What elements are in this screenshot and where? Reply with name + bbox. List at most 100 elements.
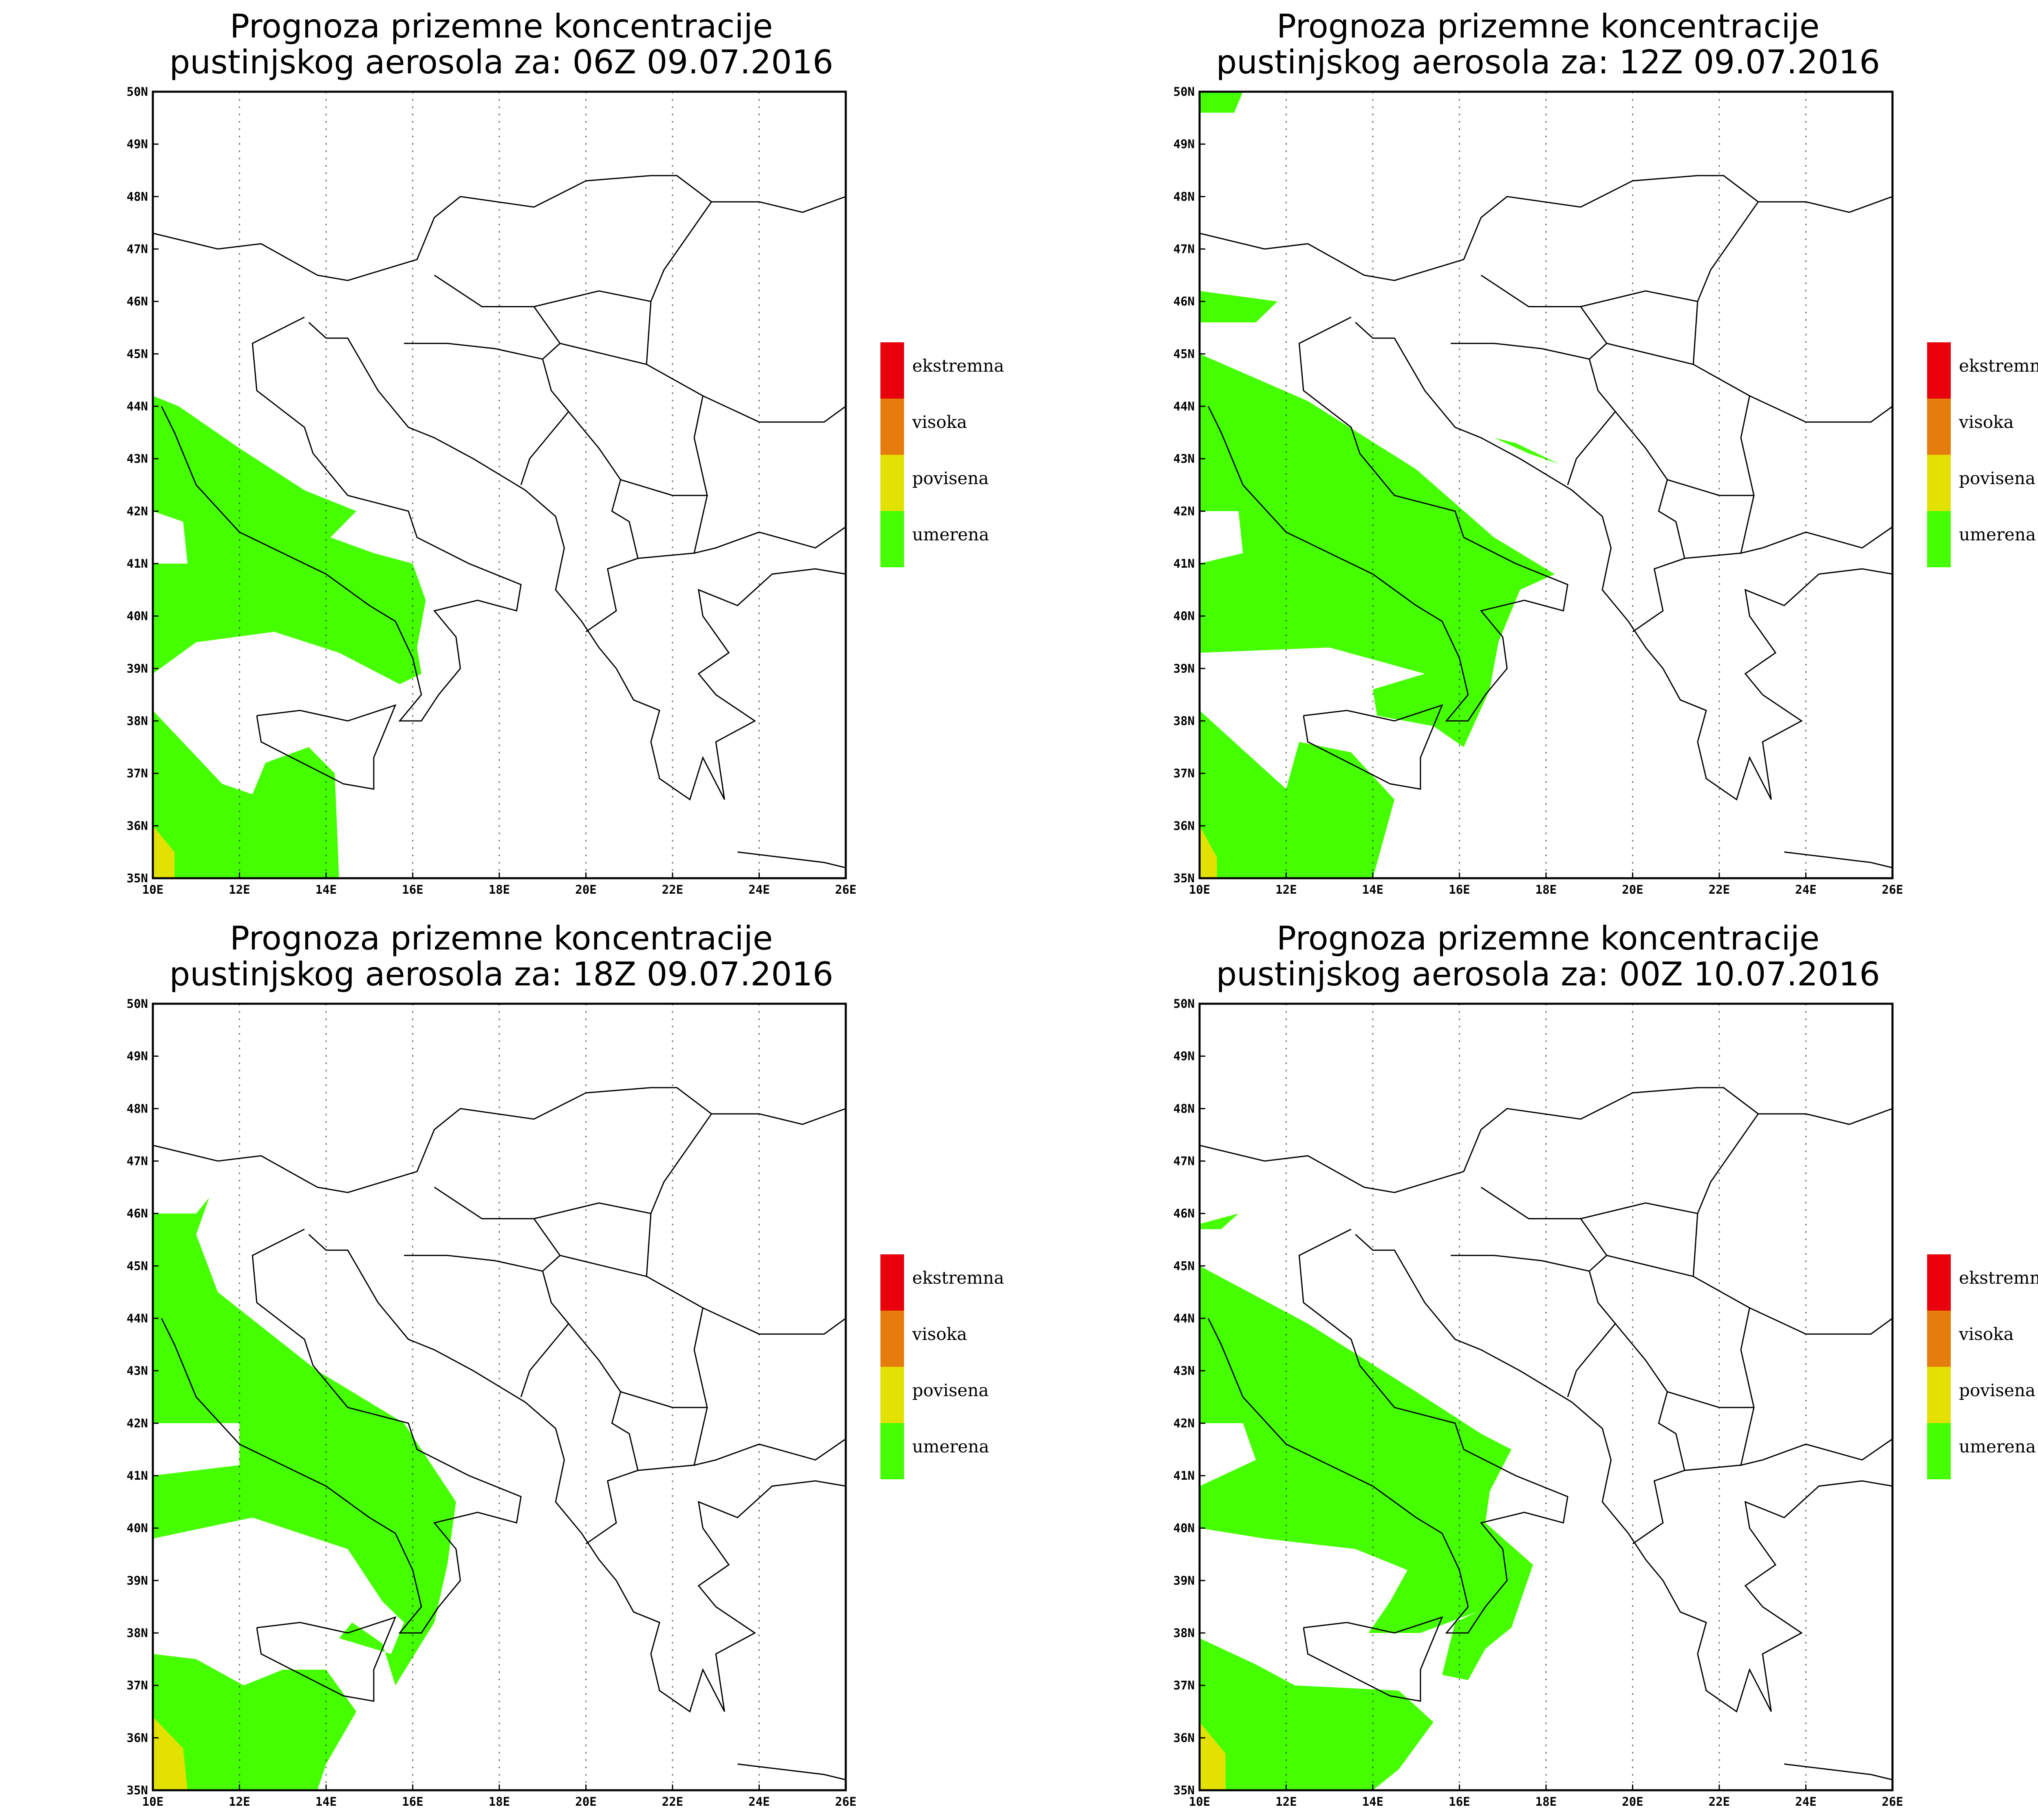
lat-tick-label: 42N bbox=[1173, 504, 1195, 518]
lon-tick-label: 20E bbox=[575, 883, 596, 897]
country-border bbox=[702, 395, 846, 423]
lat-tick-label: 44N bbox=[1173, 1311, 1195, 1325]
map-area bbox=[153, 1004, 846, 1790]
country-border bbox=[1580, 290, 1698, 365]
lon-tick-label: 22E bbox=[662, 883, 683, 897]
lat-tick-label: 42N bbox=[127, 504, 148, 518]
coastline bbox=[1784, 1763, 1892, 1780]
country-border bbox=[404, 1255, 543, 1272]
lat-tick-label: 49N bbox=[127, 1049, 148, 1063]
country-border bbox=[702, 1307, 846, 1335]
panel-title-line1: Prognoza prizemne koncentracije bbox=[1277, 919, 1820, 957]
lat-tick-label: 43N bbox=[1173, 452, 1195, 466]
lon-tick-label: 20E bbox=[575, 1795, 596, 1809]
lon-tick-label: 26E bbox=[835, 1795, 856, 1809]
coastline bbox=[256, 1616, 397, 1702]
map-plot-2: 35N 36N 37N 38N 39N 40N 41N 42N 43N 44N 45N 46N 47N 4… bbox=[1173, 85, 2038, 897]
legend-label: ekstremna bbox=[1959, 356, 2038, 376]
legend-label: ekstremna bbox=[1959, 1268, 2038, 1288]
country-border bbox=[1615, 1323, 1685, 1545]
map-area bbox=[1200, 92, 1892, 878]
lat-tick-label: 50N bbox=[127, 85, 148, 99]
lon-tick-label: 10E bbox=[142, 1795, 163, 1809]
lon-tick-label: 10E bbox=[142, 883, 163, 897]
lat-tick-label: 35N bbox=[1173, 871, 1195, 885]
dust-umerena-region bbox=[153, 396, 426, 684]
lat-tick-label: 35N bbox=[127, 871, 148, 885]
legend-swatch bbox=[880, 1254, 904, 1311]
lon-tick-label: 18E bbox=[489, 1795, 510, 1809]
country-border bbox=[650, 1113, 712, 1214]
legend-swatch bbox=[1927, 1367, 1951, 1423]
lat-tick-label: 40N bbox=[1173, 1521, 1195, 1535]
legend-swatch bbox=[880, 342, 904, 399]
legend-swatch bbox=[1927, 342, 1951, 399]
lat-tick-label: 48N bbox=[1173, 189, 1195, 203]
lat-tick-label: 39N bbox=[1173, 1573, 1195, 1587]
lon-tick-label: 16E bbox=[402, 883, 423, 897]
lat-tick-label: 37N bbox=[1173, 767, 1195, 780]
lat-tick-label: 39N bbox=[127, 1573, 148, 1587]
legend-swatch bbox=[1927, 399, 1951, 455]
lat-tick-label: 47N bbox=[127, 1154, 148, 1168]
legend-label: povisena bbox=[912, 468, 989, 488]
legend-label: umerena bbox=[1959, 1437, 2036, 1456]
country-border bbox=[153, 1087, 846, 1193]
lat-tick-label: 43N bbox=[127, 1364, 148, 1378]
lat-tick-label: 36N bbox=[127, 1731, 148, 1745]
lat-tick-label: 48N bbox=[127, 189, 148, 203]
country-border bbox=[1697, 1113, 1759, 1214]
country-border bbox=[434, 275, 569, 485]
legend-swatch bbox=[880, 1423, 904, 1479]
lat-tick-label: 35N bbox=[127, 1783, 148, 1797]
lat-tick-label: 39N bbox=[1173, 661, 1195, 675]
coastline bbox=[161, 316, 522, 722]
map-panel-1: Prognoza prizemne koncentracije pustinjs… bbox=[169, 7, 833, 81]
lat-tick-label: 37N bbox=[1173, 1679, 1195, 1692]
lat-tick-label: 47N bbox=[1173, 1154, 1195, 1168]
country-border bbox=[1200, 1087, 1892, 1193]
map-area bbox=[153, 92, 846, 878]
lat-tick-label: 46N bbox=[1173, 295, 1195, 308]
lon-tick-label: 12E bbox=[229, 883, 250, 897]
map-area bbox=[1200, 1004, 1892, 1790]
lat-tick-label: 39N bbox=[127, 661, 148, 675]
lon-tick-label: 24E bbox=[1795, 883, 1816, 897]
lon-tick-label: 14E bbox=[1362, 883, 1383, 897]
legend-swatch bbox=[880, 511, 904, 567]
lat-tick-label: 50N bbox=[1173, 997, 1195, 1011]
legend-label: povisena bbox=[1959, 468, 2036, 488]
lat-tick-label: 35N bbox=[1173, 1783, 1195, 1797]
coastline bbox=[1355, 1234, 1892, 1713]
lat-tick-label: 47N bbox=[1173, 242, 1195, 256]
lon-tick-label: 26E bbox=[835, 883, 856, 897]
legend: ekstremna visoka povisena umerena bbox=[1927, 342, 2038, 567]
legend-label: umerena bbox=[1959, 524, 2036, 544]
country-border bbox=[1480, 275, 1616, 485]
legend: ekstremna visoka povisena umerena bbox=[1927, 1254, 2038, 1479]
lat-tick-label: 48N bbox=[127, 1102, 148, 1115]
lon-tick-label: 14E bbox=[315, 1795, 337, 1809]
lat-tick-label: 46N bbox=[127, 1207, 148, 1221]
lat-tick-label: 42N bbox=[1173, 1416, 1195, 1430]
country-border bbox=[1615, 411, 1685, 632]
dust-umerena-region bbox=[1200, 710, 1395, 878]
legend-label: visoka bbox=[1959, 412, 2014, 432]
country-border bbox=[1606, 1255, 1755, 1408]
lat-tick-label: 41N bbox=[127, 1469, 148, 1483]
lon-tick-label: 14E bbox=[1362, 1795, 1383, 1809]
lon-tick-label: 10E bbox=[1189, 883, 1210, 897]
map-plot-4: 35N 36N 37N 38N 39N 40N 41N 42N 43N 44N 45N 46N 47N 4… bbox=[1173, 997, 2038, 1809]
country-border bbox=[404, 343, 543, 360]
map-plot-1: 35N 36N 37N 38N 39N 40N 41N 42N 43N 44N 45N 46N 47N 4… bbox=[127, 85, 1004, 897]
legend-label: umerena bbox=[912, 524, 989, 544]
country-border bbox=[153, 175, 846, 281]
panel-title-line1: Prognoza prizemne koncentracije bbox=[230, 7, 773, 45]
lon-tick-label: 12E bbox=[1275, 883, 1297, 897]
lat-tick-label: 38N bbox=[1173, 714, 1195, 728]
country-border bbox=[1684, 1464, 1741, 1471]
country-border bbox=[568, 411, 639, 632]
legend-swatch bbox=[1927, 1423, 1951, 1479]
country-border bbox=[434, 1187, 569, 1397]
lat-tick-label: 37N bbox=[127, 767, 148, 780]
